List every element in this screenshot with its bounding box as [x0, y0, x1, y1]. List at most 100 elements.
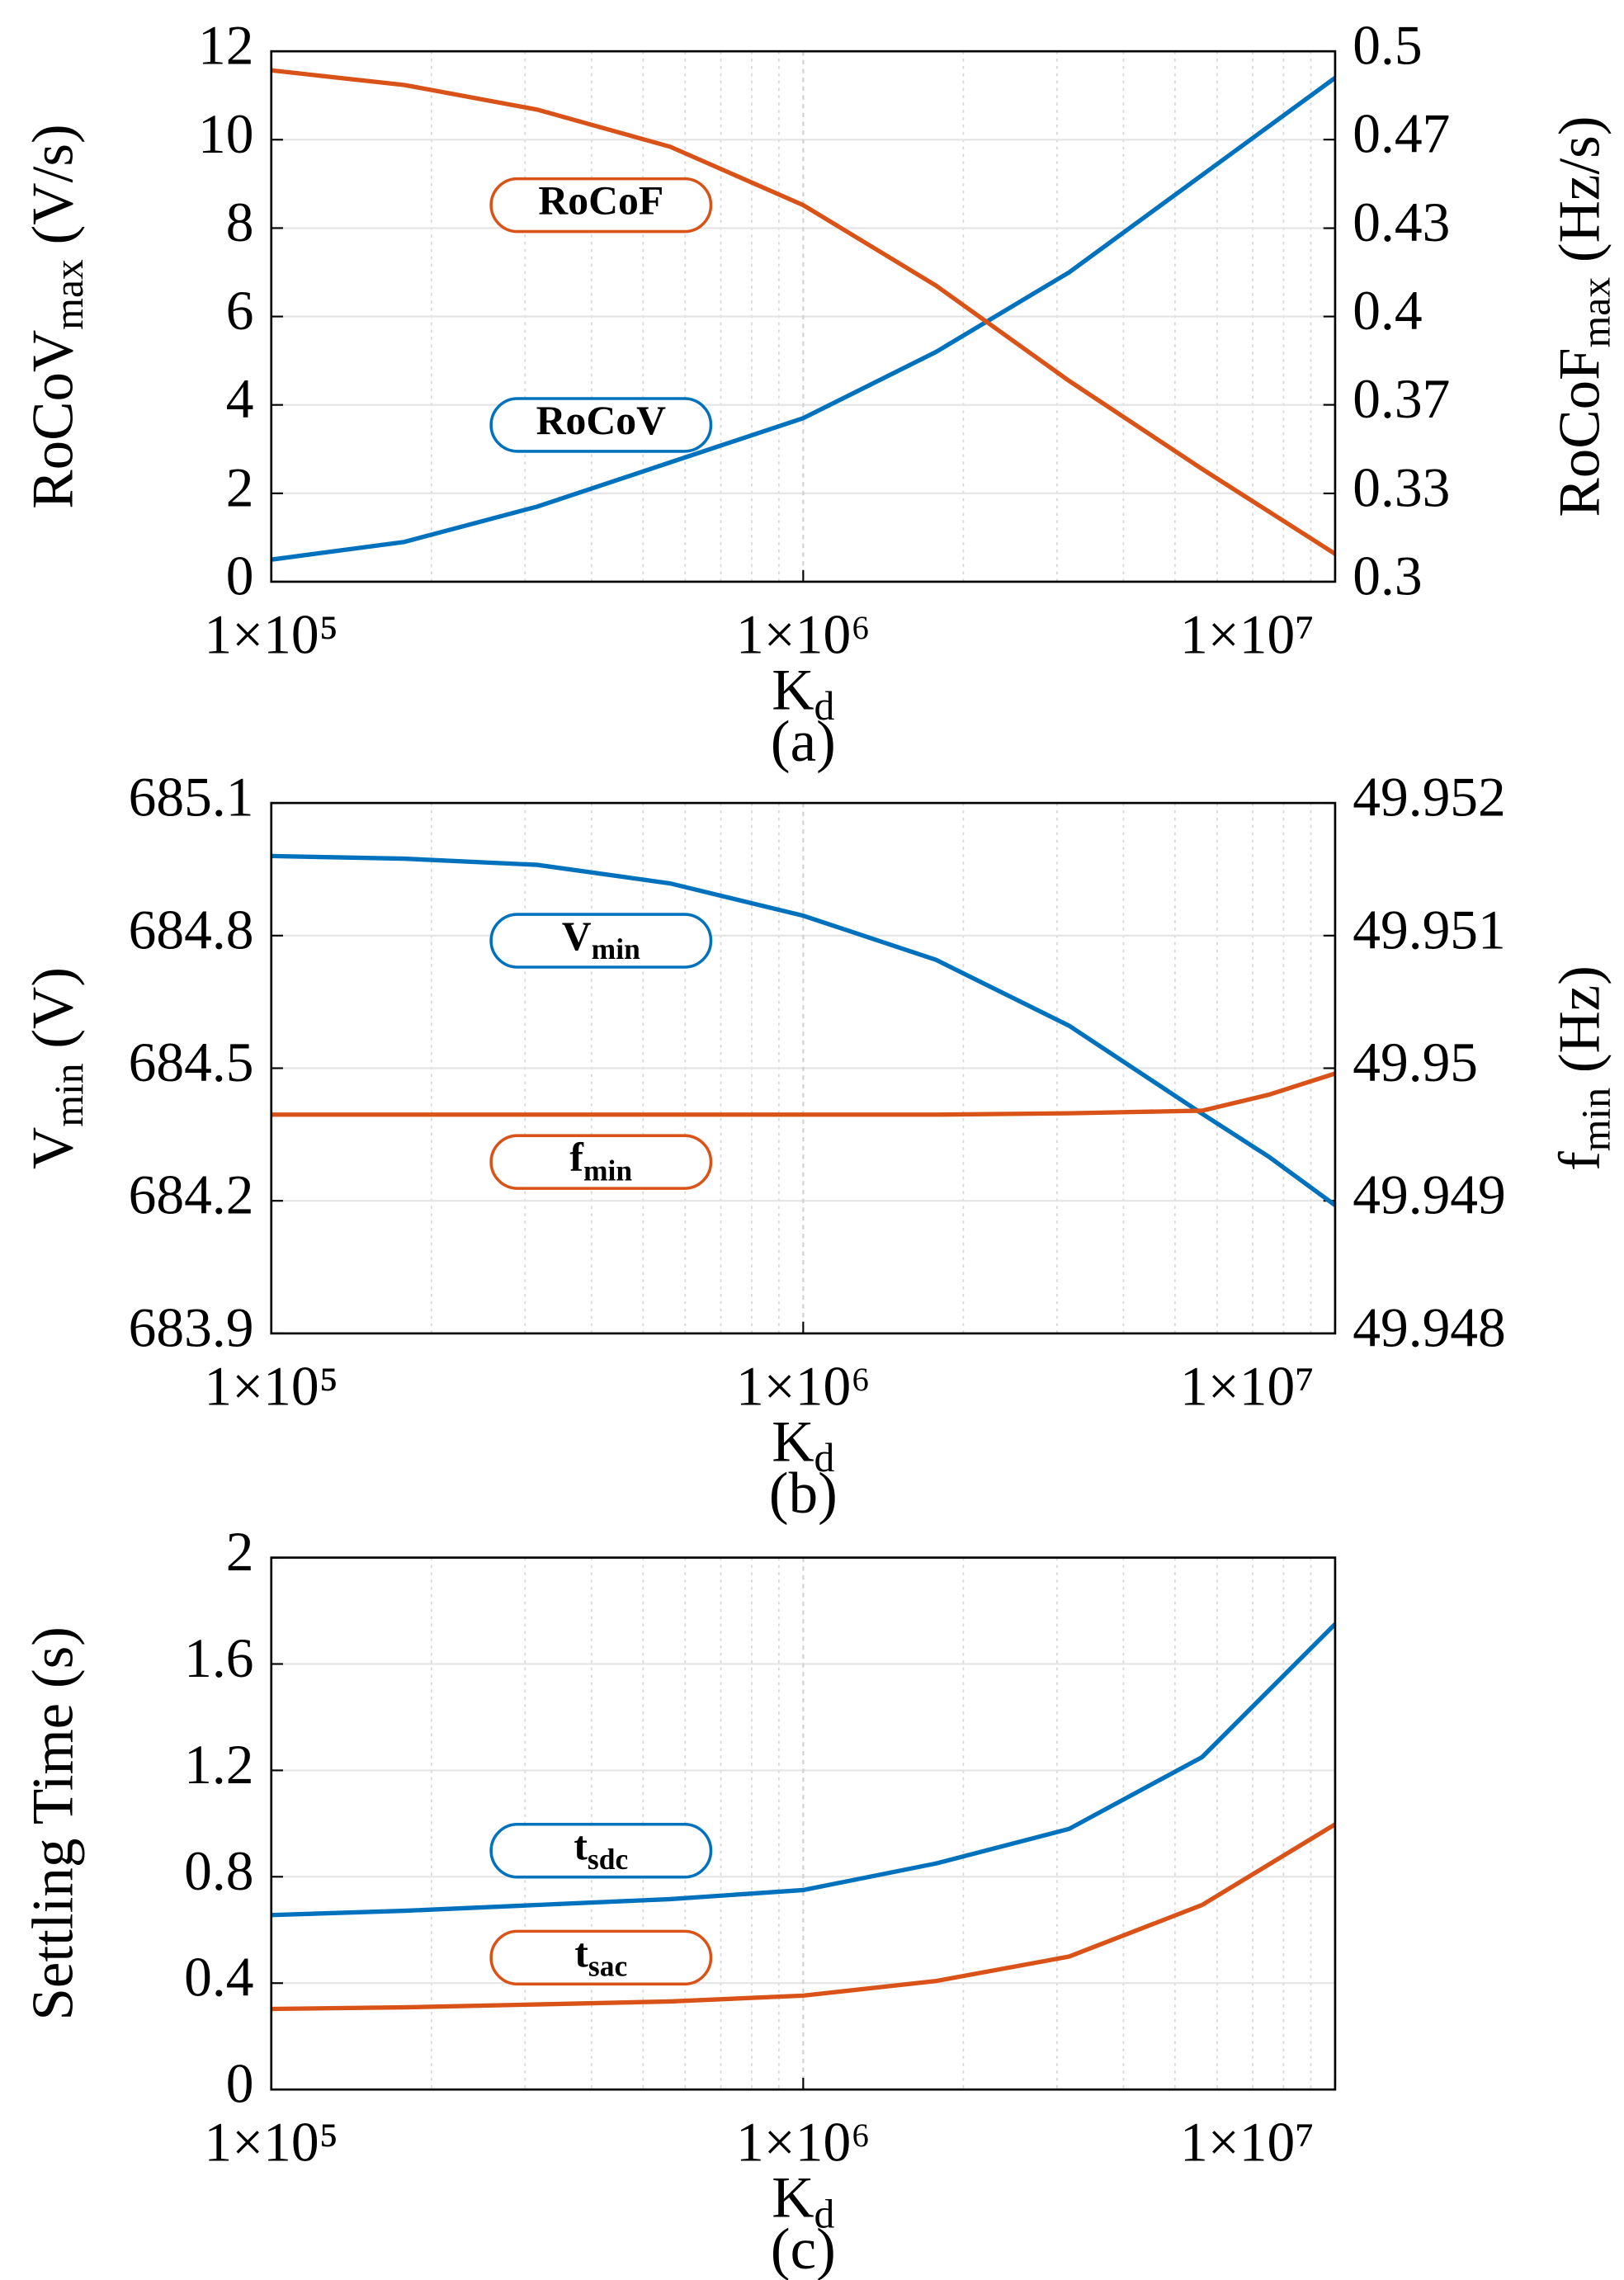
axes-frame	[270, 801, 1337, 1335]
y2-tick-label: 49.948	[1353, 1296, 1506, 1358]
axis-label-unit: (Hz)	[1548, 965, 1612, 1073]
axis-label-main: V	[21, 1127, 86, 1169]
x-axis-label: Kd	[772, 2166, 834, 2237]
y-tick-label: 2	[226, 1521, 254, 1583]
y-tick-label: 683.9	[129, 1296, 254, 1358]
caption: (a)	[771, 710, 836, 774]
axis-label-space	[21, 1049, 86, 1064]
x-axis-label: Kd	[772, 659, 834, 729]
x-tick-label: 1×10⁷	[1180, 2112, 1315, 2174]
legend-name-sub: sdc	[588, 1843, 628, 1876]
axis-label-space	[21, 244, 86, 259]
y-tick-label: 12	[198, 15, 253, 77]
axis-label-main: RoCoF	[1548, 347, 1612, 517]
legend-name: V	[562, 913, 592, 959]
x-tick-label: 1×10⁷	[1180, 603, 1315, 665]
y-tick-label: 4	[226, 368, 254, 430]
axis-label-sub: min	[1574, 1088, 1619, 1151]
legend-name: t	[574, 1824, 588, 1869]
legend-label: RoCoV	[536, 398, 666, 443]
legend-name: RoCoV	[536, 398, 666, 443]
legend-label: fmin	[569, 1135, 632, 1187]
y-tick-label: 2	[226, 456, 254, 518]
axes-frame	[270, 1556, 1337, 2091]
legend-box	[489, 1929, 713, 1986]
series-line	[271, 76, 1337, 562]
y-tick-label: 0.4	[184, 1947, 253, 2009]
x-label-sub: d	[814, 1436, 835, 1481]
legend-box	[489, 1822, 713, 1879]
x-tick-label: 1×10⁵	[204, 603, 338, 665]
axis-label-sub: min	[46, 1063, 92, 1126]
axis-label-main: Settling Time (s)	[21, 1626, 86, 2020]
y2-axis-label: fmin (Hz)	[1548, 965, 1619, 1171]
legend-name: t	[574, 1931, 588, 1976]
axis-label-unit: (V/s)	[21, 124, 86, 244]
y-tick-label: 1.6	[184, 1627, 253, 1689]
y2-tick-label: 0.3	[1353, 545, 1422, 607]
y-axis-label: Settling Time (s)	[21, 1626, 86, 2020]
series-line	[271, 68, 1337, 556]
x-label-sub: d	[814, 2192, 835, 2237]
y2-tick-label: 49.95	[1353, 1031, 1478, 1093]
y-axis-label: Vmin (V)	[21, 967, 92, 1169]
y2-tick-label: 0.4	[1353, 280, 1422, 342]
y2-tick-label: 0.43	[1353, 191, 1450, 253]
x-axis-label: Kd	[772, 1410, 834, 1481]
y2-tick-label: 0.5	[1353, 15, 1422, 77]
axis-label-main: RoCoV	[21, 330, 86, 509]
y-tick-label: 0	[226, 2053, 254, 2115]
x-label-sub: d	[814, 684, 835, 729]
x-label-main: K	[772, 2166, 814, 2230]
y-tick-label: 0.8	[184, 1840, 253, 1902]
y-tick-label: 1.2	[184, 1734, 253, 1796]
series-line	[271, 853, 1337, 1207]
y2-tick-label: 49.952	[1353, 767, 1506, 828]
legend-label: tsac	[574, 1931, 627, 1983]
x-tick-label: 1×10⁵	[204, 2112, 338, 2174]
legend-box	[489, 177, 713, 234]
legend-label: Vmin	[562, 913, 640, 965]
legend-box	[489, 397, 713, 453]
axis-label-sub: max	[46, 259, 92, 330]
axis-label-unit: (V)	[21, 967, 86, 1049]
axis-label-sub: max	[1574, 277, 1619, 348]
y-axis-label: RoCoVmax (V/s)	[21, 124, 92, 508]
axis-label-main: f	[1548, 1151, 1612, 1171]
y2-tick-label: 0.33	[1353, 456, 1450, 518]
y-tick-label: 684.5	[129, 1031, 254, 1093]
x-tick-label: 1×10⁶	[736, 1355, 871, 1417]
legend-label: tsdc	[574, 1824, 628, 1876]
series-line	[271, 1822, 1337, 2012]
y-tick-label: 8	[226, 191, 254, 253]
series-line	[271, 1622, 1337, 1918]
y-tick-label: 10	[198, 103, 253, 165]
y-tick-label: 684.8	[129, 899, 254, 961]
x-label-main: K	[772, 659, 814, 723]
legend-name-sub: min	[583, 1154, 632, 1187]
caption: (c)	[771, 2217, 836, 2280]
axes-frame	[270, 50, 1337, 583]
y2-tick-label: 0.47	[1353, 103, 1450, 165]
y-tick-label: 684.2	[129, 1164, 254, 1226]
y-tick-label: 0	[226, 545, 254, 607]
series-line	[271, 1071, 1336, 1117]
legend-name-sub: sac	[588, 1950, 627, 1983]
y-tick-label: 685.1	[129, 767, 254, 828]
caption: (b)	[769, 1461, 838, 1526]
axis-label-space	[1548, 1073, 1612, 1088]
legend-box	[489, 1134, 713, 1190]
y2-tick-label: 0.37	[1353, 368, 1450, 430]
y2-tick-label: 49.951	[1353, 899, 1506, 961]
x-tick-label: 1×10⁵	[204, 1355, 338, 1417]
y-tick-label: 6	[226, 280, 254, 342]
y2-axis-label: RoCoFmax (Hz/s)	[1548, 116, 1619, 517]
axis-label-space	[1548, 262, 1612, 277]
legend-name: f	[569, 1135, 584, 1181]
x-label-main: K	[772, 1410, 814, 1475]
legend-name: RoCoF	[538, 178, 663, 224]
legend-label: RoCoF	[538, 178, 663, 224]
legend-name-sub: min	[592, 932, 640, 965]
